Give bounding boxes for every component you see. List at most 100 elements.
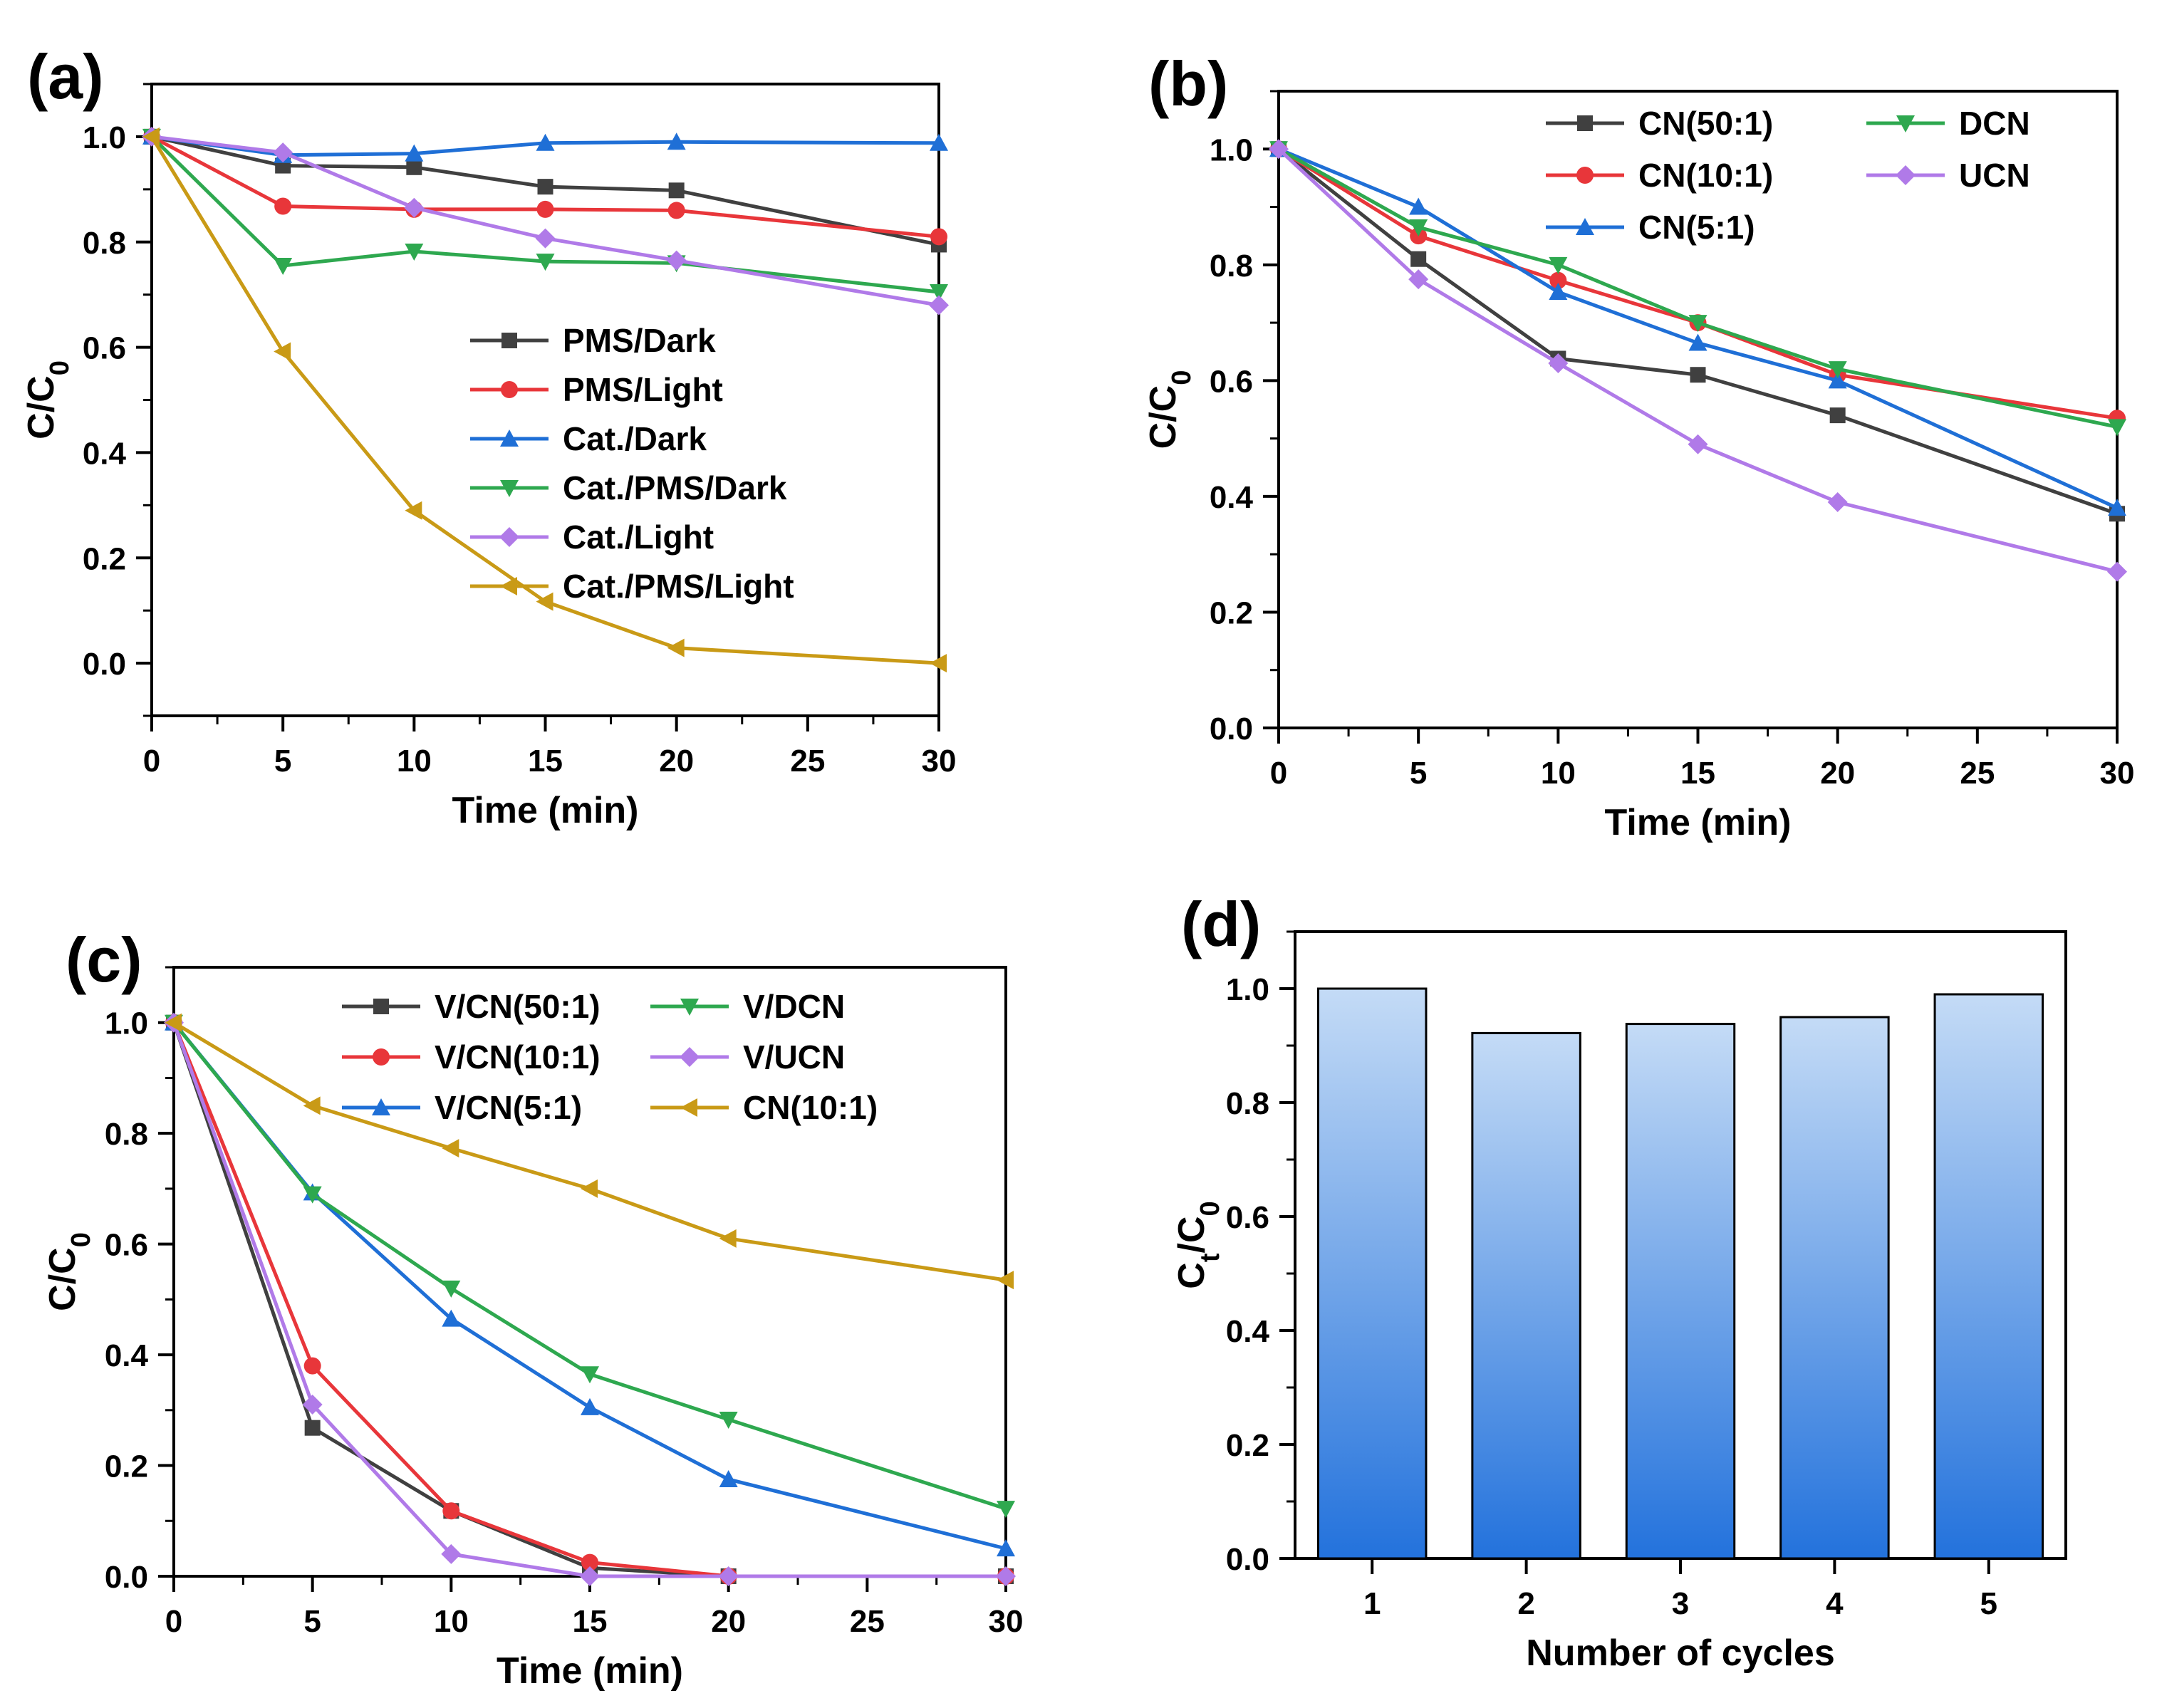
data-point <box>536 254 555 271</box>
data-point <box>404 197 425 218</box>
legend-marker <box>499 527 519 547</box>
y-tick-label: 0.4 <box>83 436 127 471</box>
y-axis-label-sub: t <box>1195 1253 1225 1262</box>
x-axis-label: Number of cycles <box>1526 1633 1835 1674</box>
legend-item: CN(5:1) <box>1546 209 1755 246</box>
data-point <box>1409 197 1428 215</box>
y-tick-label: 1.0 <box>1210 132 1253 167</box>
x-tick-label: 20 <box>1820 756 1855 791</box>
x-tick-label: 0 <box>1270 756 1287 791</box>
data-point <box>1549 283 1568 301</box>
bar <box>1316 987 1428 1560</box>
series-Cat./PMS/Light <box>142 127 947 673</box>
y-axis-label-main: C <box>1171 1262 1212 1289</box>
data-point <box>2108 419 2126 437</box>
data-point <box>274 258 293 276</box>
series-line <box>172 1021 1006 1578</box>
data-point <box>405 501 422 520</box>
data-point <box>1827 492 1848 513</box>
x-axis-label: Time (min) <box>1605 802 1792 843</box>
data-point <box>1549 256 1568 274</box>
y-axis-label-sub: 0 <box>1195 1201 1225 1216</box>
data-point <box>581 1179 598 1198</box>
x-tick-label: 0 <box>165 1604 182 1639</box>
data-point <box>1408 269 1429 290</box>
legend-marker <box>501 333 517 348</box>
legend-label: Cat./PMS/Light <box>563 568 794 605</box>
y-tick-label: 0.0 <box>83 647 126 682</box>
y-axis-label: C/C0 <box>1143 370 1197 449</box>
series-line <box>151 135 940 157</box>
y-tick-label: 0.8 <box>83 226 126 261</box>
data-point <box>667 202 685 219</box>
legend-label: V/UCN <box>743 1038 845 1076</box>
legend-marker <box>501 381 518 398</box>
legend-marker <box>1576 218 1594 235</box>
data-point <box>142 127 160 146</box>
legend-marker <box>680 1098 697 1117</box>
y-axis-label-mid: /C <box>1171 1216 1212 1253</box>
x-tick-label: 2 <box>1517 1586 1534 1621</box>
legend-marker <box>1896 115 1915 132</box>
series-line <box>150 135 940 665</box>
series-V/CN(50:1) <box>166 1014 1014 1584</box>
x-tick-label: 10 <box>1541 756 1576 791</box>
legend-item: Cat./PMS/Dark <box>470 469 787 506</box>
x-tick-label: 30 <box>922 744 957 779</box>
legend-item: V/CN(5:1) <box>342 1089 582 1126</box>
x-tick-label: 15 <box>573 1604 608 1639</box>
data-point <box>406 159 422 175</box>
series-Cat./Dark <box>142 127 948 163</box>
x-tick-label: 5 <box>1980 1586 1997 1621</box>
series-UCN <box>1269 139 2127 582</box>
x-tick-label: 0 <box>143 744 160 779</box>
data-point <box>442 1139 459 1158</box>
plot-frame <box>150 83 940 717</box>
y-tick-label: 0.2 <box>1210 595 1253 630</box>
y-tick-label: 1.0 <box>105 1006 148 1041</box>
series-line <box>172 1021 1007 1282</box>
data-point <box>997 1271 1014 1290</box>
series-line <box>172 1021 1006 1578</box>
x-tick-label: 30 <box>989 1604 1024 1639</box>
data-point <box>1688 333 1708 351</box>
data-point <box>719 1412 738 1430</box>
series-line <box>1278 147 2119 510</box>
data-point <box>536 200 554 218</box>
legend-item: V/CN(50:1) <box>342 988 601 1025</box>
data-point <box>930 283 948 301</box>
legend-item: CN(10:1) <box>1546 157 1773 194</box>
y-axis-label-sub: 0 <box>45 360 75 375</box>
legend-label: CN(10:1) <box>1638 157 1773 194</box>
legend-marker <box>373 1048 390 1066</box>
series-line <box>1277 147 2118 516</box>
data-point <box>581 1553 598 1571</box>
x-tick-label: 25 <box>850 1604 885 1639</box>
x-tick-label: 25 <box>790 744 825 779</box>
y-tick-label: 0.6 <box>1226 1200 1269 1235</box>
legend-item: PMS/Dark <box>470 322 716 359</box>
data-point <box>303 1096 321 1115</box>
series-line <box>172 1021 1006 1578</box>
panel-label: (b) <box>1148 48 1228 119</box>
y-tick-label: 0.0 <box>1210 712 1253 746</box>
legend-item: Cat./PMS/Light <box>470 568 794 605</box>
legend-item: V/UCN <box>650 1038 845 1076</box>
legend-item: V/CN(10:1) <box>342 1038 601 1076</box>
x-axis-label: Time (min) <box>497 1650 683 1692</box>
series-V/DCN <box>165 1014 1015 1519</box>
data-point <box>536 133 555 151</box>
series-CN(10:1) <box>165 1013 1014 1290</box>
data-point <box>1829 407 1846 424</box>
x-axis-label: Time (min) <box>452 790 639 831</box>
data-point <box>1269 139 1289 160</box>
data-point <box>536 592 553 611</box>
series-V/CN(10:1) <box>165 1014 1014 1585</box>
x-tick-label: 1 <box>1363 1586 1381 1621</box>
y-axis-label-main: C/C <box>21 375 62 439</box>
legend-label: Cat./Light <box>563 519 714 556</box>
y-tick-label: 0.2 <box>105 1449 148 1484</box>
data-point <box>1690 367 1706 383</box>
legend-item: Cat./Dark <box>470 420 707 457</box>
data-point <box>165 1013 182 1032</box>
